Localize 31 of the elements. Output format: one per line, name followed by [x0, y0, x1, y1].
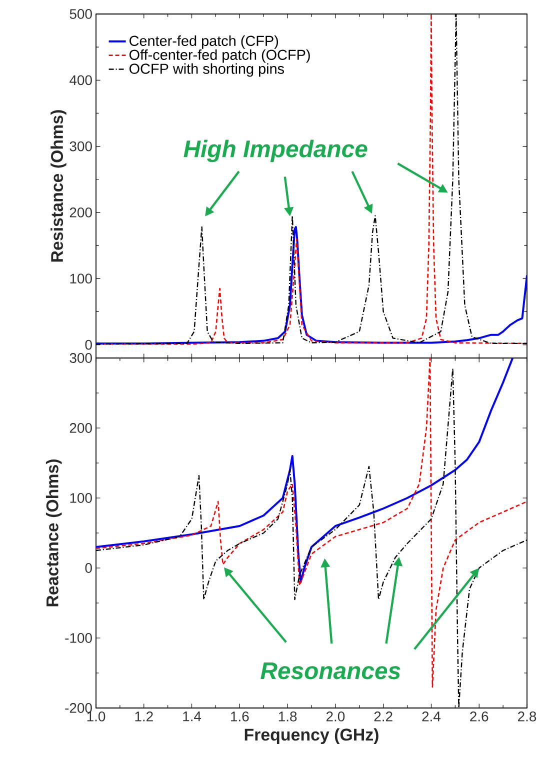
annotation: High Impedance: [184, 140, 368, 162]
legend-label: OCFP with shorting pins: [129, 63, 284, 77]
y-tick-label: -100: [65, 633, 92, 643]
y-tick-label: 400: [70, 75, 92, 86]
legend-label: Center-fed patch (CFP): [130, 35, 278, 49]
x-tick-label: 2.0: [326, 712, 345, 722]
annotation: Resonances: [260, 662, 400, 680]
x-tick-label: 1.6: [231, 712, 249, 722]
x-tick-label: 1.8: [278, 712, 297, 722]
y-tick-label: 0: [85, 563, 92, 573]
y-tick-label: 200: [70, 208, 92, 218]
x-axis-title: Frequency (GHz): [244, 728, 378, 744]
y-tick-label: 100: [70, 274, 92, 284]
y-tick-label: 200: [70, 423, 92, 433]
y-tick-label: 300: [70, 353, 92, 363]
line-series: [96, 226, 528, 344]
y-tick-label: 100: [70, 493, 92, 503]
y-axis-title: Reactance (Ohms): [46, 460, 62, 606]
y-tick-label: 0: [85, 340, 92, 350]
y-tick-label: 300: [70, 141, 92, 152]
x-tick-label: 1.4: [183, 712, 202, 722]
x-tick-label: 2.2: [374, 712, 392, 722]
x-tick-label: 2.4: [422, 712, 441, 722]
legend-label: Off-center-fed patch (OCFP): [129, 49, 310, 63]
x-tick-label: 2.6: [470, 712, 488, 722]
y-tick-label: -200: [65, 703, 92, 713]
y-tick-label: 500: [70, 9, 92, 19]
y-axis-title: Resistance (Ohms): [50, 110, 66, 262]
x-tick-label: 2.8: [518, 712, 536, 722]
x-tick-label: 1.2: [135, 712, 153, 722]
x-tick-label: 1.0: [87, 712, 106, 722]
